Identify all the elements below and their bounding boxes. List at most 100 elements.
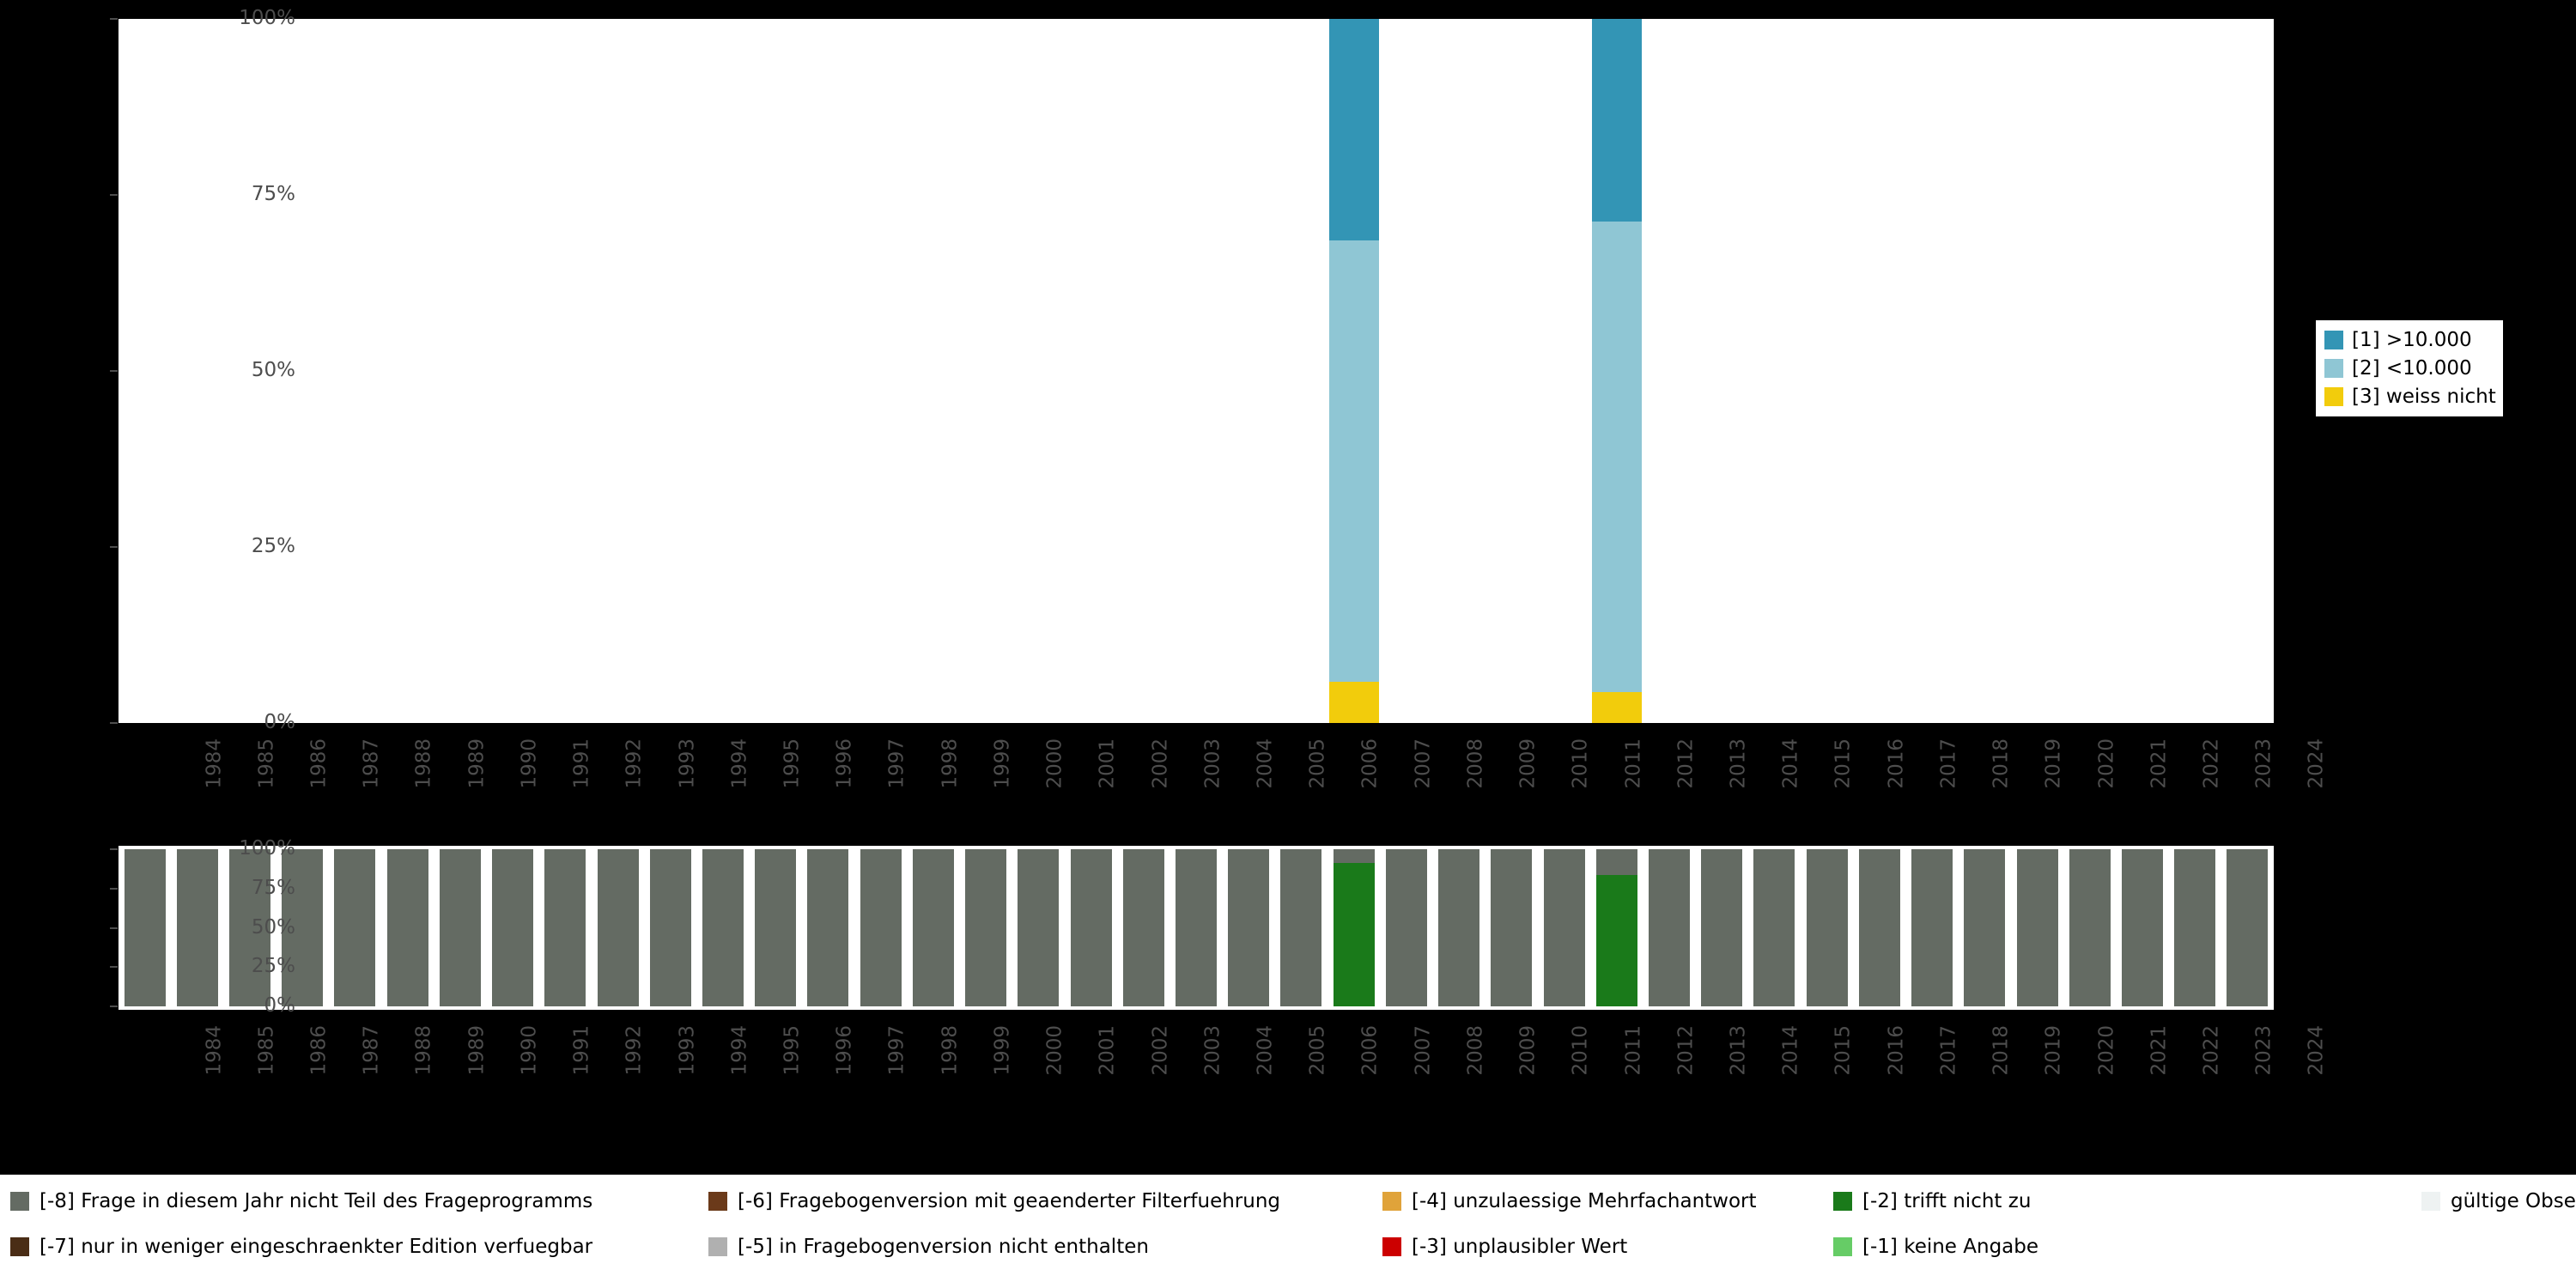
missings-bar-1990 (439, 849, 481, 1006)
missings-bar-segment-2013 (1648, 849, 1690, 1006)
missings-chart-plot-area (118, 846, 2274, 1010)
missings-bar-segment-2005 (1228, 849, 1270, 1006)
missings-legend-item-label: [-1] keine Angabe (1862, 1236, 2039, 1258)
missings-bar-segment-1986 (229, 849, 271, 1006)
missings-legend-swatch-icon (2421, 1192, 2440, 1211)
missings-bar-segment-1993 (597, 849, 639, 1006)
missings-y-tick-mark (110, 848, 118, 850)
missings-legend-item-6: [-2] trifft nicht zu (1833, 1190, 2031, 1212)
main-bar-segment-2012--2-10-000 (1591, 222, 1642, 692)
missings-x-tick-label-2016: 2016 (1885, 1025, 1908, 1076)
missings-x-tick-label-1988: 1988 (413, 1025, 436, 1076)
missings-bar-segment-2023 (2174, 849, 2216, 1006)
missings-bar-2020 (2016, 849, 2058, 1006)
missings-bar-2022 (2121, 849, 2163, 1006)
missings-x-tick-label-2017: 2017 (1937, 1025, 1960, 1076)
missings-bar-segment-2001 (1018, 849, 1060, 1006)
main-x-tick-label-2024: 2024 (2305, 738, 2328, 789)
missings-bar-1986 (229, 849, 271, 1006)
missings-x-tick-label-2006: 2006 (1358, 1025, 1382, 1076)
missings-legend-swatch-icon (1382, 1192, 1401, 1211)
missings-bar-segment-2006 (1280, 849, 1322, 1006)
main-y-tick-label-25: 25% (251, 535, 295, 557)
missings-x-tick-label-2004: 2004 (1254, 1025, 1277, 1076)
missings-bar-2015 (1753, 849, 1795, 1006)
missings-bar-segment-2017 (1858, 849, 1900, 1006)
missings-bar-2019 (1964, 849, 2006, 1006)
missings-bar-segment-2012 (1595, 849, 1637, 876)
missings-x-tick-label-1994: 1994 (728, 1025, 751, 1076)
missings-x-tick-label-1993: 1993 (676, 1025, 699, 1076)
missings-bar-1989 (386, 849, 428, 1006)
missings-bar-1995 (702, 849, 744, 1006)
main-x-tick-label-1991: 1991 (570, 738, 593, 789)
missings-bar-2009 (1438, 849, 1480, 1006)
missings-bar-segment-2011 (1543, 849, 1585, 1006)
missings-x-tick-label-2000: 2000 (1043, 1025, 1066, 1076)
missings-bar-2005 (1228, 849, 1270, 1006)
main-x-tick-label-2013: 2013 (1727, 738, 1750, 789)
missings-bar-segment-1990 (439, 849, 481, 1006)
missings-legend-item-5: [-3] unplausibler Wert (1382, 1236, 1627, 1258)
missings-y-tick-mark (110, 927, 118, 929)
missings-bar-segment-2009 (1438, 849, 1480, 1006)
missings-x-tick-label-2002: 2002 (1149, 1025, 1172, 1076)
missings-legend-item-label: [-8] Frage in diesem Jahr nicht Teil des… (39, 1190, 593, 1212)
missings-legend-swatch-icon (1382, 1237, 1401, 1256)
missings-y-tick-mark (110, 966, 118, 969)
legend-item-2: [3] weiss nicht (2324, 386, 2496, 408)
missings-bar-segment-2022 (2121, 849, 2163, 1006)
missings-x-tick-label-2014: 2014 (1779, 1025, 1802, 1076)
missings-bar-2012 (1595, 849, 1637, 1006)
missings-legend-item-label: [-2] trifft nicht zu (1862, 1190, 2032, 1212)
main-x-tick-label-1998: 1998 (939, 738, 962, 789)
missings-legend-item-7: [-1] keine Angabe (1833, 1236, 2038, 1258)
main-x-tick-label-2006: 2006 (1358, 738, 1382, 789)
missings-bar-1993 (597, 849, 639, 1006)
main-y-tick-label-50: 50% (251, 359, 295, 381)
missings-bar-segment-1998 (860, 849, 902, 1006)
legend-item-0: [1] >10.000 (2324, 329, 2496, 351)
main-chart-bars (118, 19, 2274, 723)
legend-swatch-icon (2324, 331, 2343, 349)
missings-x-tick-label-2005: 2005 (1306, 1025, 1329, 1076)
missings-x-tick-label-2020: 2020 (2095, 1025, 2118, 1076)
missings-legend-swatch-icon (10, 1192, 29, 1211)
missings-x-tick-label-1985: 1985 (255, 1025, 278, 1076)
missings-bar-2010 (1491, 849, 1533, 1006)
missings-bar-segment-1996 (755, 849, 797, 1006)
missings-legend-swatch-icon (708, 1237, 727, 1256)
missings-bar-2003 (1122, 849, 1164, 1006)
main-x-tick-label-1990: 1990 (518, 738, 541, 789)
missings-bar-segment-2008 (1385, 849, 1427, 1006)
missings-bar-1985 (176, 849, 218, 1006)
missings-bar-segment-1997 (807, 849, 849, 1006)
missings-legend-item-label: [-3] unplausibler Wert (1412, 1236, 1628, 1258)
main-chart-legend: [1] >10.000 [2] <10.000 [3] weiss nicht (2316, 320, 2503, 416)
missings-legend-item-8: gültige Observationen (2421, 1190, 2576, 1212)
missings-x-tick-label-2019: 2019 (2042, 1025, 2065, 1076)
main-bar-2007 (1328, 19, 1379, 723)
legend-item-label: [3] weiss nicht (2352, 386, 2496, 408)
missings-legend-item-label: [-4] unzulaessige Mehrfachantwort (1412, 1190, 1757, 1212)
main-x-tick-label-2000: 2000 (1043, 738, 1066, 789)
main-bar-segment-2007--1-10-000 (1328, 19, 1379, 240)
missings-bar-segment-1984 (124, 849, 166, 1006)
main-y-tick-label-0: 0% (264, 711, 296, 733)
missings-bar-1984 (124, 849, 166, 1006)
missings-x-tick-label-1997: 1997 (886, 1025, 908, 1076)
main-x-tick-label-2008: 2008 (1464, 738, 1487, 789)
missings-legend-item-1: [-7] nur in weniger eingeschraenkter Edi… (10, 1236, 592, 1258)
main-x-tick-label-2021: 2021 (2148, 738, 2171, 789)
missings-bar-2017 (1858, 849, 1900, 1006)
main-y-tick-mark (110, 722, 118, 724)
legend-item-1: [2] <10.000 (2324, 357, 2496, 380)
missings-bar-segment-1999 (912, 849, 954, 1006)
missings-bar-segment-2014 (1701, 849, 1743, 1006)
main-y-tick-label-75: 75% (251, 183, 295, 205)
missings-bar-2007 (1333, 849, 1375, 1006)
main-x-tick-label-2010: 2010 (1569, 738, 1592, 789)
missings-x-tick-label-2008: 2008 (1464, 1025, 1487, 1076)
missings-bar-1987 (282, 849, 324, 1006)
missings-bar-segment-2007 (1333, 849, 1375, 863)
